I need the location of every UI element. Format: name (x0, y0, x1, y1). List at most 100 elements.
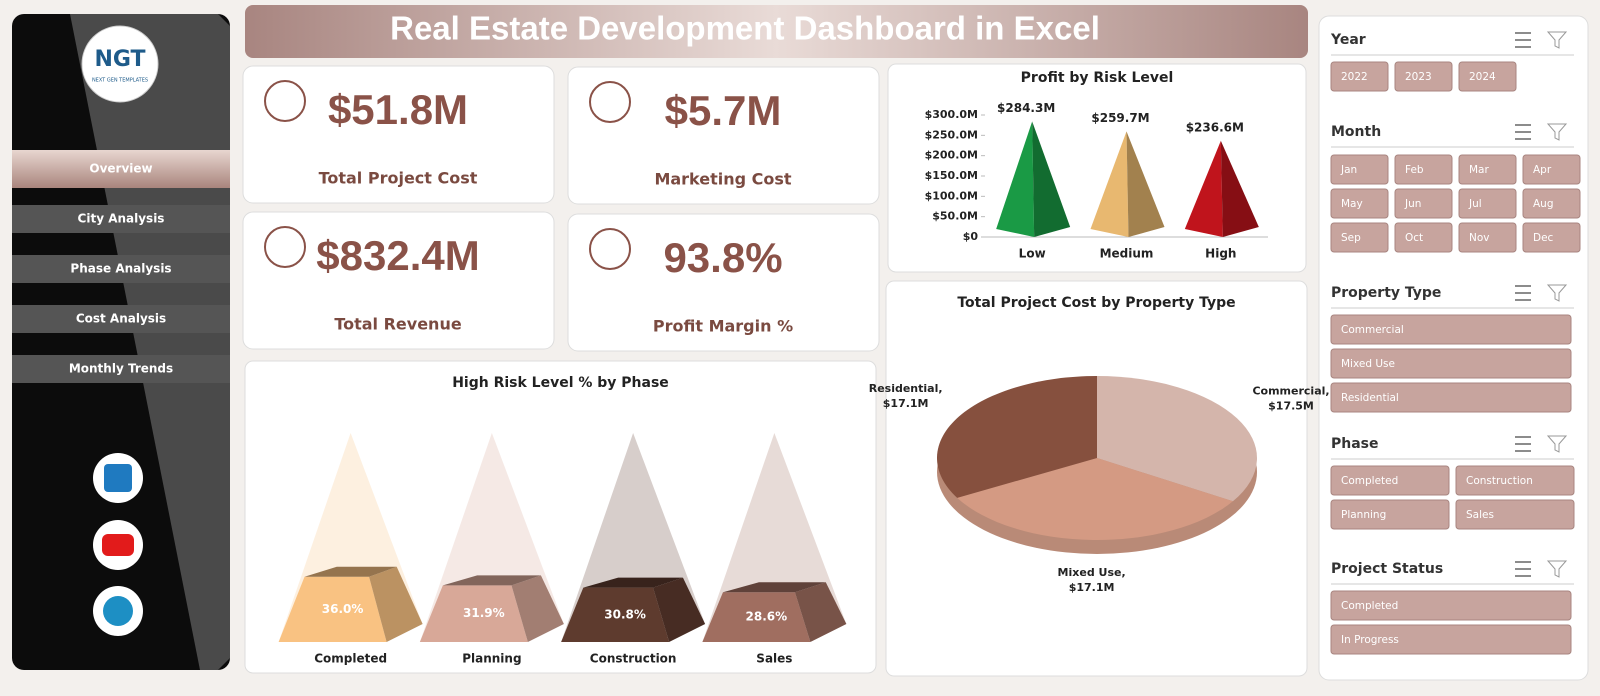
slicer-button[interactable] (1394, 154, 1453, 185)
slicer-button[interactable] (1394, 222, 1453, 253)
pyramid-cap (583, 577, 683, 588)
y-tick-label: $0 (963, 230, 979, 243)
slicer-button[interactable] (1458, 188, 1517, 219)
pyramid-cap (304, 566, 397, 577)
slicer-button[interactable] (1330, 154, 1389, 185)
y-tick-label: $150.0M (925, 169, 978, 182)
slicer-button[interactable] (1455, 499, 1575, 530)
data-label: $259.7M (1091, 111, 1149, 125)
slicer-button[interactable] (1330, 61, 1389, 92)
data-label: 36.0% (322, 602, 364, 616)
multi-select-icon[interactable] (1515, 285, 1531, 301)
pyramid-cap (722, 582, 826, 593)
slicer-item: Nov (1469, 232, 1490, 244)
slicer-button[interactable] (1330, 222, 1389, 253)
slicer-item: Completed (1341, 475, 1398, 487)
slicer-button[interactable] (1330, 348, 1572, 379)
y-tick-label: $100.0M (925, 189, 978, 202)
kpi-label: Total Revenue (334, 315, 462, 334)
slicer-item: Jul (1468, 198, 1482, 210)
pyramid-side (794, 582, 847, 642)
kpi-value: $51.8M (328, 86, 468, 133)
multi-select-icon[interactable] (1515, 436, 1531, 452)
nav-label: Monthly Trends (69, 362, 173, 376)
slicer-button[interactable] (1330, 314, 1572, 345)
data-label: $17.1M (1069, 581, 1115, 594)
nav-button[interactable] (12, 355, 230, 383)
web-glyph (103, 596, 133, 626)
kpi-card (567, 66, 880, 205)
nav-label: City Analysis (78, 212, 165, 226)
pyramid (1184, 140, 1223, 237)
nav-button[interactable] (12, 305, 230, 333)
slicer-panel (1318, 15, 1589, 681)
x-tick-label: Medium (1100, 247, 1154, 261)
pyramid-side (511, 575, 564, 642)
data-label: $17.1M (883, 397, 929, 410)
clear-filter-icon[interactable] (1546, 284, 1568, 302)
slicer-button[interactable] (1458, 154, 1517, 185)
nav-label: Overview (89, 162, 152, 176)
slicer-button[interactable] (1522, 188, 1581, 219)
slicer-button[interactable] (1330, 188, 1389, 219)
slicer-item: Jun (1404, 198, 1421, 210)
data-label: 31.9% (463, 606, 505, 620)
kpi-label: Profit Margin % (653, 317, 793, 336)
pyramid-segment (278, 576, 387, 642)
title-bar (245, 5, 1308, 58)
logo-circle (81, 25, 159, 103)
nav-button[interactable] (12, 150, 230, 188)
chart-card (887, 63, 1307, 273)
clear-filter-icon[interactable] (1546, 31, 1568, 49)
pie-slice (1097, 376, 1257, 502)
slicer-button[interactable] (1455, 465, 1575, 496)
youtube-glyph (102, 534, 134, 556)
slicer-button[interactable] (1330, 465, 1450, 496)
slicer-title: Year (1330, 32, 1366, 48)
slicer-item: 2024 (1469, 71, 1496, 83)
slicer-item: Sales (1466, 509, 1494, 521)
slicer-item: Mar (1469, 164, 1489, 176)
kpi-icon (589, 228, 631, 270)
slicer-button[interactable] (1458, 222, 1517, 253)
pyramid-segment (419, 585, 528, 642)
multi-select-icon[interactable] (1515, 32, 1531, 48)
data-label: 30.8% (604, 607, 646, 621)
kpi-label: Marketing Cost (654, 170, 791, 189)
slicer-button[interactable] (1330, 499, 1450, 530)
slicer-title: Project Status (1331, 561, 1443, 577)
nav-label: Cost Analysis (76, 312, 166, 326)
nav-button[interactable] (12, 205, 230, 233)
slicer-button[interactable] (1330, 590, 1572, 621)
slicer-button[interactable] (1330, 382, 1572, 413)
dashboard-title: Real Estate Development Dashboard in Exc… (390, 10, 1100, 47)
pie-slice (936, 376, 1097, 498)
pyramid-side (653, 577, 706, 642)
slicer-item: Oct (1405, 232, 1423, 244)
slicer-button[interactable] (1458, 61, 1517, 92)
slicer-item: Construction (1466, 475, 1533, 487)
nav-button[interactable] (12, 255, 230, 283)
x-tick-label: Low (1019, 247, 1046, 261)
pyramid-shade (1220, 140, 1259, 237)
kpi-value: $832.4M (316, 232, 479, 279)
pyramid-segment (702, 592, 811, 642)
clear-filter-icon[interactable] (1546, 435, 1568, 453)
clear-filter-icon[interactable] (1546, 560, 1568, 578)
pyramid-shade (1032, 121, 1071, 237)
kpi-value: 93.8% (663, 234, 782, 281)
clear-filter-icon[interactable] (1546, 123, 1568, 141)
slicer-button[interactable] (1330, 624, 1572, 655)
slicer-button[interactable] (1522, 222, 1581, 253)
slicer-item: Dec (1533, 232, 1554, 244)
slicer-item: 2022 (1341, 71, 1368, 83)
x-tick-label: High (1205, 247, 1236, 261)
pyramid-segment (561, 587, 670, 642)
slicer-button[interactable] (1394, 61, 1453, 92)
chart-title: High Risk Level % by Phase (452, 375, 669, 391)
multi-select-icon[interactable] (1515, 561, 1531, 577)
slicer-button[interactable] (1522, 154, 1581, 185)
slicer-button[interactable] (1394, 188, 1453, 219)
data-label: 28.6% (746, 610, 788, 624)
multi-select-icon[interactable] (1515, 124, 1531, 140)
